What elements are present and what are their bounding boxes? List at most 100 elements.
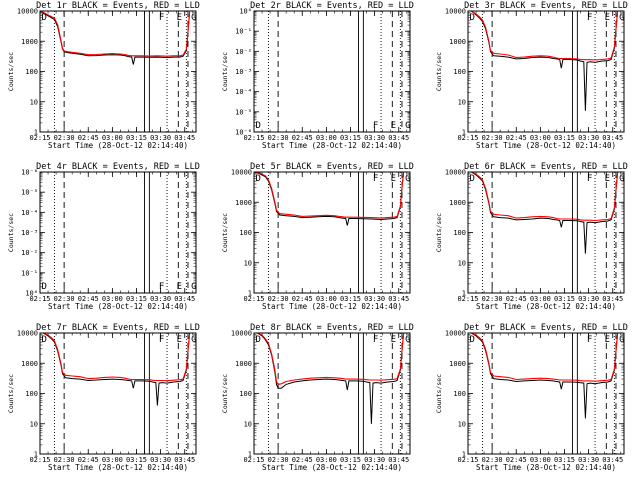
y-axis-label: Counts/sec (7, 374, 15, 413)
y-tick-label: 10⁻¹ (235, 28, 252, 36)
lld-line (468, 11, 619, 61)
y-tick-label: 1000 (21, 360, 38, 368)
y-tick-label: 10⁻⁶ (235, 129, 252, 137)
x-tick-label: 02:15 (29, 295, 50, 303)
x-tick-label: 03:45 (388, 134, 409, 142)
x-tick-label: 03:00 (102, 295, 123, 303)
x-tick-label: 03:45 (174, 134, 195, 142)
y-tick-label: 10⁻² (21, 249, 38, 257)
x-tick-label: 03:45 (602, 134, 623, 142)
x-tick-label: 03:00 (530, 134, 551, 142)
x-tick-label: 03:30 (578, 134, 599, 142)
time-markers (482, 333, 617, 454)
x-axis-label: Start Time (28-Oct-12 02:14:40) (262, 302, 402, 311)
x-tick-label: 02:45 (506, 456, 527, 464)
event-letter-F: F (159, 282, 164, 292)
x-tick-label: 03:45 (174, 456, 195, 464)
x-tick-label: 02:15 (243, 295, 264, 303)
x-tick-label: 03:45 (174, 295, 195, 303)
event-letter-D: D (42, 335, 47, 345)
y-tick-label: 10⁻⁵ (235, 108, 252, 116)
x-axis-label: Start Time (28-Oct-12 02:14:40) (476, 302, 616, 311)
y-tick-label: 100 (25, 390, 38, 398)
y-tick-label: 1 (462, 451, 466, 459)
x-tick-label: 03:30 (150, 456, 171, 464)
y-tick-label: 10000 (445, 169, 466, 177)
event-letter-G: G (191, 13, 196, 23)
y-tick-label: 10⁻⁴ (21, 209, 38, 217)
y-tick-label: 1 (462, 129, 466, 137)
x-tick-label: 02:45 (78, 456, 99, 464)
event-letter-E: E (605, 335, 610, 345)
x-axis-label: Start Time (28-Oct-12 02:14:40) (262, 141, 402, 150)
x-tick-label: 02:30 (482, 456, 503, 464)
data-series (468, 11, 619, 111)
x-tick-label: 03:30 (150, 295, 171, 303)
x-tick-label: 03:15 (340, 456, 361, 464)
panel-8: Det 8r BLACK = Events, RED = LLD D F E G 02:1… (221, 323, 414, 472)
y-tick-label: 100 (25, 68, 38, 76)
y-tick-label: 100 (239, 390, 252, 398)
y-tick-label: 10⁻⁵ (21, 189, 38, 197)
y-tick-label: 10 (458, 259, 466, 267)
plot-frame (467, 171, 625, 294)
data-series (40, 333, 191, 406)
y-tick-label: 100 (453, 229, 466, 237)
y-tick-label: 10⁻² (235, 48, 252, 56)
x-tick-label: 02:15 (457, 456, 478, 464)
time-markers (482, 11, 617, 132)
y-tick-label: 10⁻⁶ (21, 169, 38, 177)
panel-title: Det 2r BLACK = Events, RED = LLD (250, 1, 414, 11)
data-series (468, 333, 619, 419)
plot-frame (467, 10, 625, 133)
lld-line (254, 333, 405, 386)
event-letter-D: D (470, 335, 475, 345)
x-tick-label: 02:15 (243, 456, 264, 464)
y-tick-label: 10 (30, 98, 38, 106)
event-letter-E: E (391, 121, 396, 131)
x-axis-label: Start Time (28-Oct-12 02:14:40) (48, 463, 188, 472)
y-axis-label: Counts/sec (435, 213, 443, 252)
event-letter-D: D (256, 121, 261, 131)
panel-5: Det 5r BLACK = Events, RED = LLD D F E G 02:1… (221, 162, 414, 311)
plot-frame (39, 10, 197, 133)
y-tick-label: 10 (30, 420, 38, 428)
event-letter-F: F (373, 121, 378, 131)
x-tick-label: 03:00 (102, 456, 123, 464)
plot-frame (39, 332, 197, 455)
event-letter-G: G (405, 174, 410, 184)
y-tick-label: 10⁰ (239, 8, 252, 16)
event-letter-E: E (605, 174, 610, 184)
x-tick-label: 02:15 (29, 134, 50, 142)
y-tick-label: 1 (34, 129, 38, 137)
x-tick-label: 03:30 (578, 295, 599, 303)
panel-6: Det 6r BLACK = Events, RED = LLD D F E G 02:1… (435, 162, 628, 311)
x-tick-label: 03:00 (530, 295, 551, 303)
panel-title: Det 6r BLACK = Events, RED = LLD (464, 162, 628, 172)
panel-title: Det 4r BLACK = Events, RED = LLD (36, 162, 200, 172)
time-markers (54, 11, 189, 132)
y-tick-label: 100 (239, 229, 252, 237)
y-axis-label: Counts/sec (221, 374, 229, 413)
x-tick-label: 02:30 (54, 295, 75, 303)
time-markers (268, 11, 403, 132)
x-tick-label: 02:45 (292, 456, 313, 464)
time-markers (482, 172, 617, 293)
x-tick-label: 03:15 (126, 456, 147, 464)
x-axis-label: Start Time (28-Oct-12 02:14:40) (476, 141, 616, 150)
event-letter-G: G (619, 335, 624, 345)
x-tick-label: 03:45 (388, 295, 409, 303)
event-letter-F: F (373, 335, 378, 345)
x-tick-label: 03:30 (578, 456, 599, 464)
x-tick-label: 02:30 (54, 134, 75, 142)
panel-title: Det 5r BLACK = Events, RED = LLD (250, 162, 414, 172)
data-series (254, 333, 405, 424)
x-tick-label: 02:45 (506, 134, 527, 142)
y-tick-label: 10000 (17, 330, 38, 338)
y-axis-label: Counts/sec (7, 52, 15, 91)
x-tick-label: 02:30 (482, 134, 503, 142)
event-letter-D: D (470, 13, 475, 23)
x-tick-label: 03:30 (150, 134, 171, 142)
